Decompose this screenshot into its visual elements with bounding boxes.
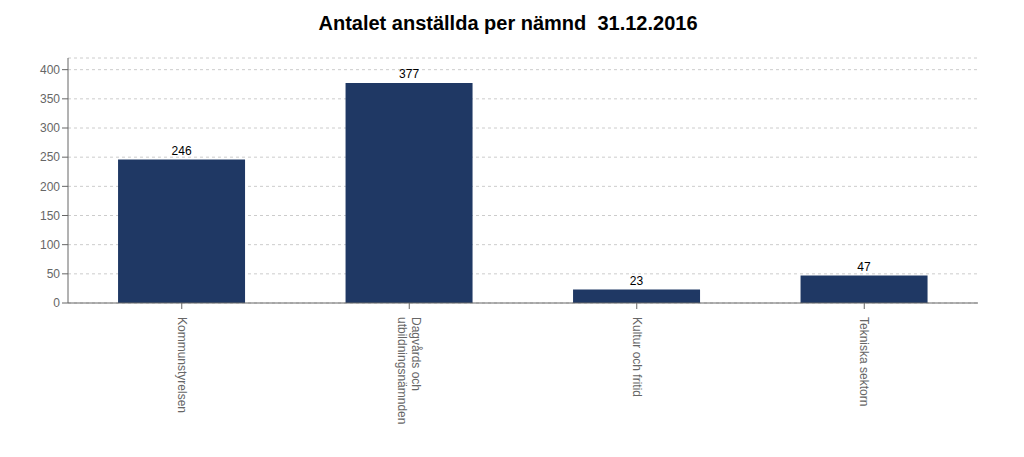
svg-text:300: 300 [40,121,60,135]
svg-text:350: 350 [40,92,60,106]
svg-text:150: 150 [40,209,60,223]
svg-text:23: 23 [630,274,644,288]
svg-text:Dagvårds ochutbildningsnämnden: Dagvårds ochutbildningsnämnden [395,317,423,424]
svg-text:0: 0 [53,296,60,310]
svg-text:246: 246 [172,144,192,158]
svg-text:Tekniska sektorn: Tekniska sektorn [857,317,871,406]
svg-text:400: 400 [40,63,60,77]
html-text:Antalet anställda per nämnd 31: Antalet anställda per nämnd 31.12.2016 [318,12,698,34]
svg-text:250: 250 [40,150,60,164]
svg-text:Kommunstyrelsen: Kommunstyrelsen [175,317,189,413]
svg-text:377: 377 [399,67,419,81]
svg-text:200: 200 [40,180,60,194]
svg-text:Kultur och fritid: Kultur och fritid [630,317,644,397]
svg-text:47: 47 [857,260,871,274]
svg-text:50: 50 [47,267,61,281]
svg-text:100: 100 [40,238,60,252]
